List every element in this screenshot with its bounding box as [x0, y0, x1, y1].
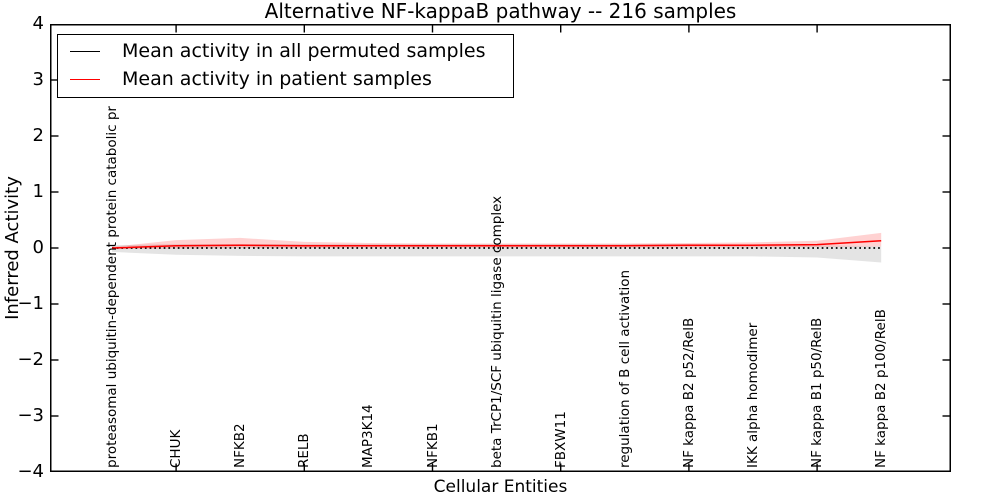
- x-category-label: beta TrCP1/SCF ubiquitin ligase complex: [488, 195, 505, 468]
- x-category-label: MAP3K14: [360, 404, 377, 468]
- x-category-label: IKK alpha homodimer: [745, 322, 761, 468]
- x-axis-label: Cellular Entities: [433, 477, 568, 497]
- legend-item-permuted: Mean activity in all permuted samples: [70, 37, 485, 65]
- y-tick-label: 4: [32, 13, 44, 34]
- x-category-label: NF kappa B1 p50/RelB: [809, 317, 826, 468]
- x-category-label: FBXW11: [552, 411, 569, 468]
- y-axis-label: Inferred Activity: [2, 176, 23, 320]
- x-category-label: proteasomal ubiquitin-dependent protein …: [104, 106, 120, 468]
- plot-area: Mean activity in all permuted samples Me…: [50, 24, 951, 472]
- x-category-label: RELB: [296, 433, 313, 468]
- y-tick-label: −1: [17, 293, 44, 314]
- y-tick-label: −3: [17, 405, 44, 426]
- chart-title: Alternative NF-kappaB pathway -- 216 sam…: [264, 0, 737, 23]
- legend-label-permuted: Mean activity in all permuted samples: [122, 40, 486, 62]
- x-category-label: regulation of B cell activation: [616, 269, 633, 468]
- y-tick-label: 3: [32, 69, 44, 90]
- y-tick-label: −2: [17, 349, 44, 370]
- x-category-label: NFKB1: [424, 423, 441, 468]
- x-category-label: NF kappa B2 p100/RelB: [873, 309, 890, 468]
- legend-item-patient: Mean activity in patient samples: [70, 65, 485, 93]
- legend-line-sample-permuted: [70, 50, 100, 52]
- plot-canvas: [50, 24, 951, 472]
- y-tick-label: 0: [32, 237, 44, 258]
- x-category-label: NFKB2: [232, 423, 249, 468]
- permuted-std-band: [112, 244, 882, 263]
- patient-mean-line: [111, 239, 882, 249]
- legend-label-patient: Mean activity in patient samples: [122, 68, 432, 90]
- plot-border: [50, 24, 951, 472]
- x-category-label: NF kappa B2 p52/RelB: [680, 317, 697, 468]
- legend: Mean activity in all permuted samples Me…: [57, 34, 515, 98]
- x-category-label: CHUK: [168, 429, 185, 468]
- y-tick-label: 2: [32, 125, 44, 146]
- y-tick-label: −4: [17, 461, 44, 482]
- y-tick-label: 1: [32, 181, 44, 202]
- legend-line-sample-patient: [70, 78, 100, 80]
